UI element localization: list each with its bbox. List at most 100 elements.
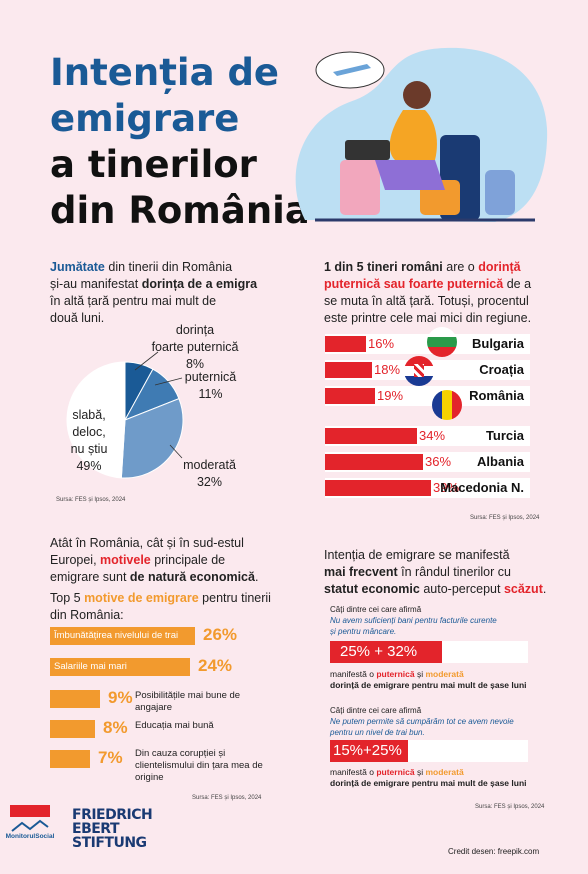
romania-flag-icon — [432, 390, 462, 420]
pie-label-c1: moderată — [183, 458, 236, 472]
question-2: Câți dintre cei care afirmă Ne putem per… — [330, 705, 560, 738]
motive-bar — [50, 690, 100, 708]
s4-text-1: Intenția de emigrare se manifestă — [324, 548, 510, 562]
m1-text-a: manifestă o — [330, 669, 377, 679]
country-bar — [325, 428, 417, 444]
s1-text-4: dorința de a emigra — [141, 277, 258, 291]
motive-label: Îmbunătățirea nivelului de trai — [54, 630, 179, 641]
country-row: 39% Macedonia N. — [325, 478, 530, 498]
s3-text-4: principale de — [150, 553, 226, 567]
traveler-illustration — [295, 47, 548, 222]
motive-bar — [50, 658, 190, 676]
fes-logo: FRIEDRICH EBERT STIFTUNG — [72, 808, 153, 851]
pie-label-weak: slabă, deloc, nu știu 49% — [54, 407, 124, 475]
motive-bar — [50, 750, 90, 768]
credit: Credit desen: freepik.com — [448, 847, 540, 856]
title-line-3: a tinerilor — [50, 143, 257, 186]
pie-leader-lines — [134, 351, 183, 459]
monitorul-social-logo: MonitorulSocial — [5, 805, 55, 845]
country-pct: 18% — [374, 362, 401, 377]
m1-text-e: dorință de emigrare pentru mai mult de ș… — [330, 680, 527, 690]
s2-text-4: puternică sau foarte puternică — [324, 277, 504, 291]
motive-label: Educația mai bună — [135, 720, 214, 731]
motive-bar — [50, 720, 95, 738]
motive-pct: 9% — [108, 688, 133, 707]
country-pct: 19% — [377, 388, 404, 403]
s4-text-4: statut economic — [324, 582, 420, 596]
bulgaria-flag-icon — [427, 327, 457, 357]
pie-label-b2: 11% — [198, 387, 223, 401]
source-2: Sursa: FES și Ipsos, 2024 — [470, 515, 540, 521]
motive-label: Din cauza corupției și clientelismului d… — [135, 748, 263, 783]
s2-text-3: dorință — [478, 260, 521, 274]
question-1: Câți dintre cei care afirmă Nu avem sufi… — [330, 604, 560, 637]
country-bar-chart: 16% Bulgaria 18% Croația 19% România 34% Turcia… — [325, 330, 530, 500]
country-pct: 34% — [419, 428, 446, 443]
s1-text-2: din tinerii din România — [104, 260, 233, 274]
s2-text-5: de a — [503, 277, 532, 291]
country-bar — [325, 388, 375, 404]
m2-text-b: puternică — [376, 767, 415, 777]
bar2-note: manifestă o puternică și moderată dorinț… — [330, 767, 560, 789]
bar1-note: manifestă o puternică și moderată dorinț… — [330, 669, 560, 691]
title-line-2: emigrare — [50, 97, 240, 140]
bar1-fill: 25% + 32% — [330, 641, 442, 663]
s1-text-6: două luni. — [50, 311, 105, 325]
motive-pct: 8% — [103, 718, 128, 737]
pie-label-c2: 32% — [196, 475, 223, 489]
s4-text-6: scăzut — [503, 582, 543, 596]
motive-pct: 24% — [198, 656, 233, 675]
motive-pct: 26% — [203, 625, 238, 644]
country-name: Turcia — [485, 428, 524, 443]
pie-slice-2 — [120, 397, 184, 479]
s3-text-6: de natură economică — [129, 570, 255, 584]
country-bar — [325, 454, 423, 470]
country-bar — [325, 336, 366, 352]
s3-text-1: Atât în România, cât și în sud-estul — [50, 536, 244, 550]
country-name: Croația — [479, 362, 524, 377]
s3-text-10: din România: — [50, 608, 124, 622]
s3-text-2: Europei, — [50, 553, 101, 567]
country-pct: 36% — [425, 454, 452, 469]
m2-text-e: dorință de emigrare pentru mai mult de ș… — [330, 778, 527, 788]
m1-text-c: și — [414, 669, 426, 679]
country-name: Albania — [477, 454, 524, 469]
source-1: Sursa: FES și Ipsos, 2024 — [56, 497, 126, 503]
country-bar — [325, 362, 372, 378]
section1-text: Jumătate din tinerii din România și-au m… — [50, 259, 290, 327]
motive-bar — [50, 627, 195, 645]
q2-intro: Câți dintre cei care afirmă — [330, 706, 422, 715]
section3-text: Atât în România, cât și în sud-estul Eur… — [50, 536, 259, 584]
pie-label-strong: dorința foarte puternică 8% — [150, 322, 240, 373]
pie-slice-3 — [66, 361, 126, 479]
q1-quote-1: Nu avem suficienți bani pentru facturile… — [330, 616, 497, 625]
country-name: Bulgaria — [471, 336, 524, 351]
s4-text-3: în rândul tinerilor cu — [397, 565, 511, 579]
s4-text-2: mai frecvent — [324, 565, 398, 579]
title-line-4: din România — [50, 189, 310, 232]
section2-text: 1 din 5 tineri români are o dorință pute… — [324, 259, 564, 327]
country-name: România — [469, 388, 524, 403]
highlight-half: Jumătate — [50, 260, 105, 274]
m1-text-b: puternică — [376, 669, 415, 679]
fes-line-3: STIFTUNG — [72, 835, 147, 851]
q1-quote-2: și pentru mâncare. — [330, 627, 397, 636]
q2-quote-1: Ne putem permite să cumpărăm tot ce avem… — [330, 717, 514, 726]
s2-text-7: este printre cele mai mici din regiune. — [324, 311, 532, 325]
m1-text-d: moderată — [425, 669, 464, 679]
m2-text-d: moderată — [425, 767, 464, 777]
q2-quote-2: pentru un nivel de trai bun. — [330, 728, 425, 737]
pie-label-moderata: moderată 32% — [182, 457, 237, 491]
s4-text-5: auto-perceput — [419, 582, 504, 596]
motive-label: Salariile mai mari — [54, 661, 127, 672]
s1-text-3: și-au manifestat — [50, 277, 142, 291]
s2-text-6: se muta în altă țară. Totuși, procentul — [324, 294, 529, 308]
pie-label-a1: dorința — [175, 323, 215, 337]
q1-intro: Câți dintre cei care afirmă — [330, 605, 422, 614]
motives-list: 26% Îmbunătățirea nivelului de trai 24% Sal… — [50, 625, 263, 783]
pie-label-d1: slabă, deloc, — [72, 408, 106, 439]
pie-label-d3: 49% — [76, 459, 102, 473]
source-4: Sursa: FES și Ipsos, 2024 — [475, 804, 545, 810]
motive-label: Posibilitățile mai bune de angajare — [135, 690, 241, 713]
s2-text-2: are o — [442, 260, 479, 274]
